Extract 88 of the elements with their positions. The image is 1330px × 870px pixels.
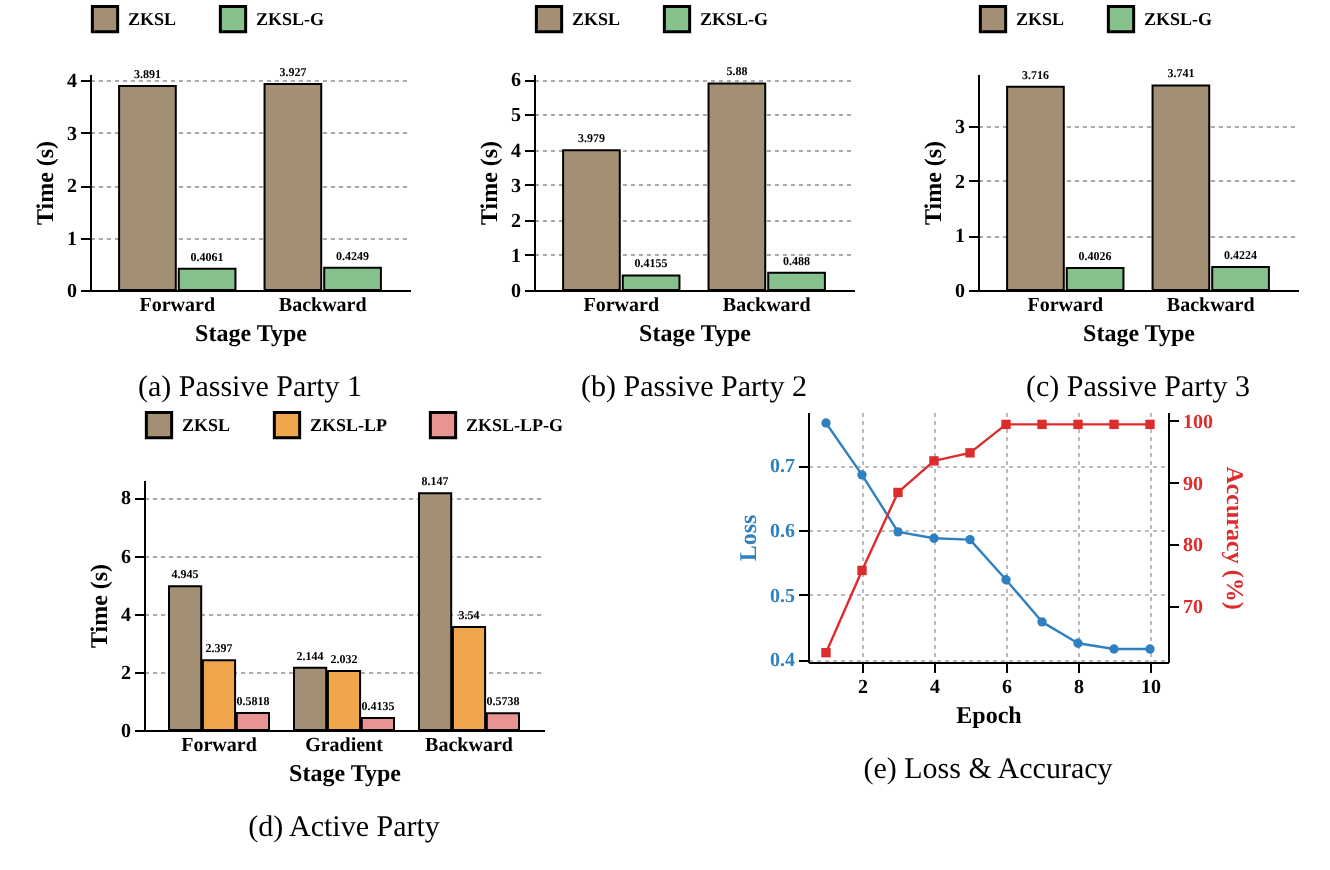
- point: [1072, 638, 1082, 648]
- y-tick-label: 0.7: [769, 456, 794, 479]
- legend-label: ZKSL: [128, 9, 177, 30]
- point: [820, 418, 830, 428]
- point: [856, 470, 866, 480]
- y-axis-title: Time (s): [918, 140, 947, 226]
- x-tick-label: 4: [929, 677, 939, 699]
- legend-label: ZKSL: [1015, 9, 1064, 30]
- y-tick-label: 6: [120, 546, 130, 569]
- y-tick-label: 2: [954, 171, 965, 194]
- x-tick-label: Backward: [722, 295, 812, 317]
- y-axis-title: Time (s): [31, 140, 60, 226]
- y-tick-label: 1: [954, 226, 965, 249]
- x-tick-label: Forward: [140, 295, 217, 317]
- y-tick-label: 0.5: [769, 585, 794, 608]
- text: (b) Passive Party 2: [581, 372, 807, 404]
- y-tick-label: 0.4: [769, 650, 794, 673]
- y-axis-title: Time (s): [84, 563, 112, 649]
- y-tick-label: 8: [120, 488, 130, 511]
- x-axis-title: Stage Type: [288, 759, 402, 787]
- legend-label: ZKSL-G: [256, 9, 325, 30]
- text: (d) Active Party: [247, 812, 440, 844]
- x-tick-label: Forward: [583, 295, 660, 317]
- y-tick-label: 3: [954, 116, 965, 139]
- legend-label: ZKSL: [571, 9, 620, 30]
- x-tick-label: Backward: [1166, 295, 1255, 317]
- point: [1036, 617, 1046, 627]
- legend-label: ZKSL-LP-G: [465, 415, 563, 436]
- y-tick-label: 2: [67, 176, 78, 199]
- y-tick-label: 0: [510, 281, 521, 303]
- x-tick-label: 8: [1073, 677, 1083, 699]
- y2-axis-title: Accuracy (%): [1220, 466, 1248, 610]
- x-tick-label: Forward: [180, 735, 257, 757]
- y2-tick-label: 70: [1182, 597, 1202, 620]
- point: [892, 527, 902, 537]
- text: (a) Passive Party 1: [138, 372, 363, 404]
- y-tick-label: 2: [120, 662, 130, 685]
- point: [1144, 644, 1154, 654]
- legend-label: ZKSL-G: [699, 9, 768, 30]
- x-tick-label: 6: [1001, 677, 1011, 699]
- y-tick-label: 0: [954, 281, 965, 303]
- x-tick-label: 2: [857, 677, 867, 699]
- point: [1072, 419, 1082, 430]
- y-tick-label: 5: [510, 105, 521, 128]
- x-axis-title: Stage Type: [639, 319, 753, 347]
- point: [856, 565, 866, 576]
- y-axis-title: Time (s): [474, 140, 503, 226]
- point: [964, 534, 974, 545]
- y-tick-label: 4: [67, 71, 78, 94]
- y-tick-label: 1: [510, 245, 521, 268]
- point: [820, 648, 830, 658]
- y-tick-label: 4: [510, 140, 521, 163]
- point: [1000, 575, 1010, 585]
- point: [1000, 419, 1010, 430]
- x-tick-label: Backward: [279, 295, 369, 317]
- point: [928, 456, 938, 466]
- y-tick-label: 6: [510, 70, 521, 93]
- x-tick-label: Gradient: [304, 735, 384, 757]
- legend-label: ZKSL: [181, 415, 230, 436]
- legend-label: ZKSL-G: [1143, 9, 1212, 30]
- text: (e) Loss & Accuracy: [862, 754, 1113, 786]
- y-tick-label: 2: [510, 210, 521, 233]
- y-tick-label: 1: [67, 228, 78, 251]
- x-tick-label: Backward: [424, 735, 513, 757]
- point: [892, 487, 902, 498]
- text: (c) Passive Party 3: [1025, 372, 1250, 404]
- point: [1036, 419, 1046, 430]
- y-tick-label: 3: [510, 175, 521, 198]
- y-tick-label: 0: [120, 721, 130, 743]
- y2-tick-label: 80: [1182, 535, 1202, 558]
- point: [1144, 419, 1154, 430]
- y-tick-label: 3: [67, 123, 78, 146]
- x-axis-title: Epoch: [955, 701, 1022, 729]
- y2-tick-label: 100: [1182, 411, 1212, 434]
- y-tick-label: 0.6: [769, 520, 794, 543]
- x-tick-label: 10: [1140, 677, 1160, 699]
- x-tick-label: Forward: [1026, 295, 1104, 317]
- point: [964, 448, 974, 458]
- y-axis-title: Loss: [733, 514, 761, 562]
- y2-tick-label: 90: [1182, 473, 1202, 496]
- y-tick-label: 0: [67, 281, 78, 303]
- y-tick-label: 4: [120, 604, 130, 627]
- x-axis-title: Stage Type: [195, 319, 309, 347]
- point: [1108, 419, 1118, 430]
- x-axis-title: Stage Type: [1082, 319, 1196, 347]
- point: [928, 533, 938, 543]
- point: [1108, 644, 1118, 654]
- legend-label: ZKSL-LP: [309, 415, 388, 436]
